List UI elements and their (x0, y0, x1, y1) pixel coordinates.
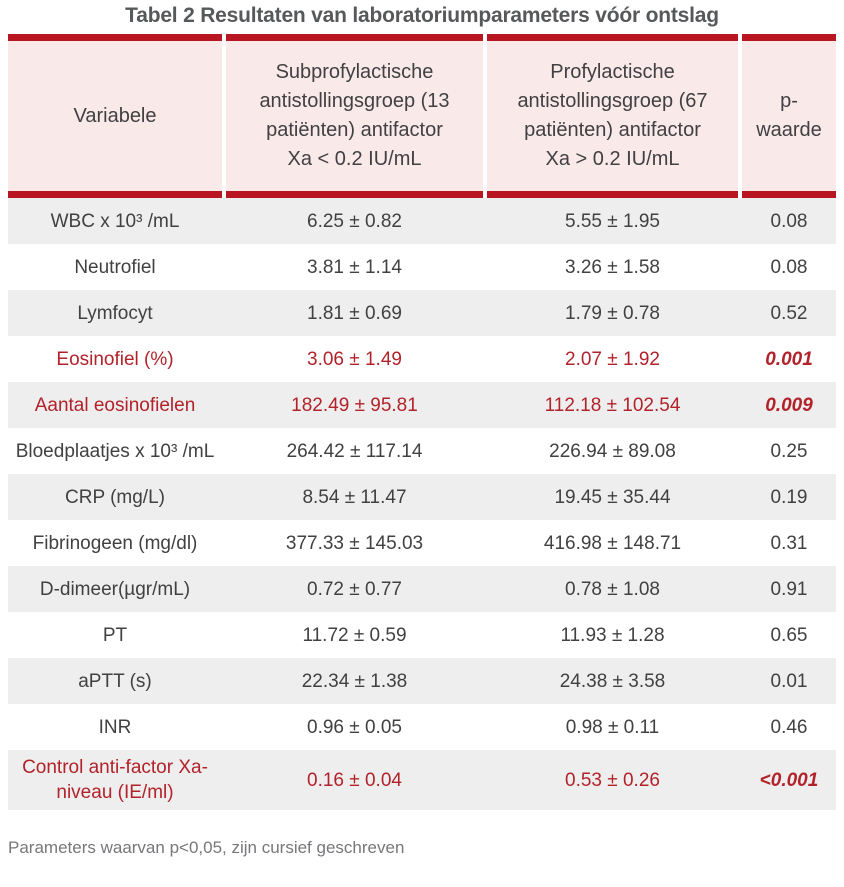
prophylactic-value-cell: 0.53 ± 0.26 (565, 769, 660, 791)
table-row: WBC x 10³ /mL 6.25 ± 0.82 5.55 ± 1.95 0.… (8, 198, 836, 244)
p-value-cell: 0.01 (770, 670, 808, 692)
subprophylactic-value-cell: 264.42 ± 117.14 (286, 440, 423, 462)
subprophylactic-value-cell: 3.06 ± 1.49 (307, 348, 402, 370)
table-row: Eosinofiel (%) 3.06 ± 1.49 2.07 ± 1.92 0… (8, 336, 836, 382)
table-body: WBC x 10³ /mL 6.25 ± 0.82 5.55 ± 1.95 0.… (8, 198, 836, 810)
table-row: CRP (mg/L) 8.54 ± 11.47 19.45 ± 35.44 0.… (8, 474, 836, 520)
p-value-cell: 0.31 (770, 532, 808, 554)
table-row: Bloedplaatjes x 10³ /mL 264.42 ± 117.14 … (8, 428, 836, 474)
subprophylactic-value-cell: 3.81 ± 1.14 (307, 256, 402, 278)
variable-cell: Eosinofiel (%) (56, 348, 174, 370)
header-cell-subprophylactic-group: Subprofylactische antistollingsgroep (13… (226, 34, 483, 198)
variable-cell: D-dimeer(µgr/mL) (39, 578, 191, 600)
subprophylactic-value-cell: 22.34 ± 1.38 (301, 670, 408, 692)
variable-cell: CRP (mg/L) (65, 486, 165, 508)
variable-cell: Control anti-factor Xa-niveau (IE/ml) (22, 757, 208, 803)
p-value-cell: 0.52 (770, 302, 808, 324)
header-cell-prophylactic-group: Profylactische antistollingsgroep (67 pa… (487, 34, 738, 198)
table-row: PT 11.72 ± 0.59 11.93 ± 1.28 0.65 (8, 612, 836, 658)
table-row: Neutrofiel 3.81 ± 1.14 3.26 ± 1.58 0.08 (8, 244, 836, 290)
prophylactic-value-cell: 0.78 ± 1.08 (565, 578, 660, 600)
table-row: aPTT (s) 22.34 ± 1.38 24.38 ± 3.58 0.01 (8, 658, 836, 704)
subprophylactic-value-cell: 377.33 ± 145.03 (285, 532, 424, 554)
prophylactic-value-cell: 11.93 ± 1.28 (560, 624, 665, 646)
table-row: Control anti-factor Xa-niveau (IE/ml) 0.… (8, 750, 836, 810)
subprophylactic-value-cell: 182.49 ± 95.81 (291, 394, 418, 416)
table-row: Fibrinogeen (mg/dl) 377.33 ± 145.03 416.… (8, 520, 836, 566)
p-value-cell: 0.009 (765, 394, 813, 416)
p-value-cell: 0.08 (770, 210, 808, 232)
table-header-row: Variabele Subprofylactische antistolling… (8, 34, 836, 198)
prophylactic-value-cell: 24.38 ± 3.58 (559, 670, 666, 692)
prophylactic-value-cell: 112.18 ± 102.54 (544, 394, 681, 416)
prophylactic-value-cell: 3.26 ± 1.58 (565, 256, 660, 278)
table-row: Lymfocyt 1.81 ± 0.69 1.79 ± 0.78 0.52 (8, 290, 836, 336)
header-cell-variable: Variabele (8, 34, 222, 198)
table-row: D-dimeer(µgr/mL) 0.72 ± 0.77 0.78 ± 1.08… (8, 566, 836, 612)
prophylactic-value-cell: 0.98 ± 0.11 (565, 716, 660, 738)
subprophylactic-value-cell: 6.25 ± 0.82 (307, 210, 402, 232)
variable-cell: Aantal eosinofielen (34, 394, 196, 416)
p-value-cell: 0.46 (770, 716, 808, 738)
prophylactic-value-cell: 416.98 ± 148.71 (543, 532, 682, 554)
p-value-cell: 0.25 (770, 440, 808, 462)
subprophylactic-value-cell: 8.54 ± 11.47 (302, 486, 407, 508)
lab-results-table: Variabele Subprofylactische antistolling… (8, 34, 836, 810)
variable-cell: Lymfocyt (77, 302, 153, 324)
subprophylactic-value-cell: 1.81 ± 0.69 (307, 302, 402, 324)
p-value-cell: 0.001 (765, 348, 813, 370)
prophylactic-value-cell: 19.45 ± 35.44 (554, 486, 671, 508)
subprophylactic-value-cell: 0.16 ± 0.04 (307, 769, 402, 791)
subprophylactic-value-cell: 11.72 ± 0.59 (302, 624, 407, 646)
prophylactic-value-cell: 5.55 ± 1.95 (565, 210, 660, 232)
header-cell-p-value: p-waarde (742, 34, 836, 198)
p-value-cell: <0.001 (759, 769, 819, 791)
p-value-cell: 0.08 (770, 256, 808, 278)
table-title: Tabel 2 Resultaten van laboratoriumparam… (125, 4, 719, 27)
p-value-cell: 0.19 (770, 486, 808, 508)
variable-cell: Neutrofiel (74, 256, 156, 278)
prophylactic-value-cell: 2.07 ± 1.92 (565, 348, 660, 370)
table-row: INR 0.96 ± 0.05 0.98 ± 0.11 0.46 (8, 704, 836, 750)
footnote: Parameters waarvan p<0,05, zijn cursief … (8, 838, 405, 857)
prophylactic-value-cell: 226.94 ± 89.08 (549, 440, 676, 462)
subprophylactic-value-cell: 0.72 ± 0.77 (307, 578, 402, 600)
variable-cell: INR (98, 716, 132, 738)
variable-cell: aPTT (s) (78, 670, 152, 692)
variable-cell: Bloedplaatjes x 10³ /mL (15, 440, 215, 462)
prophylactic-value-cell: 1.79 ± 0.78 (565, 302, 660, 324)
table-row: Aantal eosinofielen 182.49 ± 95.81 112.1… (8, 382, 836, 428)
p-value-cell: 0.65 (770, 624, 808, 646)
variable-cell: PT (102, 624, 128, 646)
p-value-cell: 0.91 (770, 578, 808, 600)
variable-cell: WBC x 10³ /mL (50, 210, 180, 232)
variable-cell: Fibrinogeen (mg/dl) (32, 532, 198, 554)
subprophylactic-value-cell: 0.96 ± 0.05 (307, 716, 402, 738)
